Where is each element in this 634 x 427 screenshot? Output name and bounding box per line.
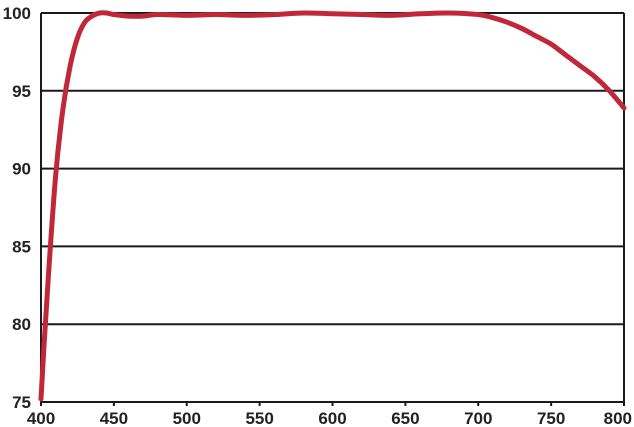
y-tick-label-80: 80 bbox=[12, 315, 31, 334]
x-tick-label-450: 450 bbox=[100, 409, 128, 427]
series-layer bbox=[38, 10, 627, 402]
x-tick-label-600: 600 bbox=[318, 409, 346, 427]
x-tick-label-750: 750 bbox=[537, 409, 565, 427]
axes bbox=[40, 13, 625, 406]
y-tick-label-75: 75 bbox=[12, 393, 31, 412]
x-tick-label-700: 700 bbox=[464, 409, 492, 427]
y-tick-labels: 75 80 85 90 95 100 bbox=[3, 4, 31, 412]
x-tick-label-800: 800 bbox=[604, 409, 632, 427]
y-tick-label-90: 90 bbox=[12, 160, 31, 179]
y-tick-label-85: 85 bbox=[12, 237, 31, 256]
x-tick-label-650: 650 bbox=[391, 409, 419, 427]
x-tick-label-400: 400 bbox=[27, 409, 55, 427]
y-tick-label-100: 100 bbox=[3, 4, 31, 23]
series-line-0 bbox=[38, 10, 627, 402]
x-tick-label-550: 550 bbox=[245, 409, 273, 427]
x-tick-label-500: 500 bbox=[173, 409, 201, 427]
grid-lines bbox=[41, 12, 624, 403]
y-tick-label-95: 95 bbox=[12, 82, 31, 101]
x-tick-labels: 400 450 500 550 600 650 700 750 800 bbox=[27, 409, 632, 427]
